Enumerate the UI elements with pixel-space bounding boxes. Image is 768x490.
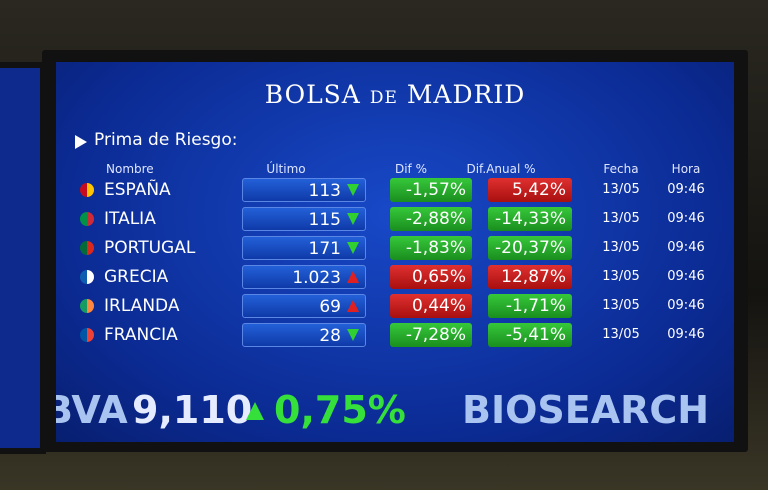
trend-arrow	[347, 271, 359, 283]
date: 13/05	[602, 269, 640, 284]
trend-arrow	[347, 184, 359, 196]
trend-arrow	[347, 213, 359, 225]
dif-value: 0,44%	[390, 294, 472, 318]
flag	[80, 183, 94, 197]
ticker-change: 0,75%	[274, 388, 406, 432]
ticker-right: BIOSEARCH	[462, 388, 710, 432]
title-word: DE	[369, 88, 398, 108]
annual-value: 5,42%	[488, 178, 572, 202]
title: BOLSA DE MADRID	[56, 80, 734, 109]
column-header: Dif.Anual %	[466, 162, 536, 176]
country-name: GRECIA	[104, 267, 169, 287]
annual-value: -20,37%	[488, 236, 572, 260]
annual-value: 12,87%	[488, 265, 572, 289]
date: 13/05	[602, 298, 640, 313]
flag	[80, 328, 94, 342]
time: 09:46	[667, 298, 705, 313]
last-value: 115	[242, 207, 366, 231]
dif-value: -1,83%	[390, 236, 472, 260]
time: 09:46	[667, 269, 705, 284]
trend-arrow	[347, 329, 359, 341]
screen: BOLSA DE MADRID Prima de Riesgo: Nombre Ú…	[56, 62, 734, 442]
column-header: Dif %	[394, 162, 427, 176]
last-value: 171	[242, 236, 366, 260]
trend-arrow	[347, 300, 359, 312]
title-word: MADRID	[406, 80, 526, 109]
section-title: Prima de Riesgo:	[94, 130, 238, 150]
column-header: Hora	[671, 162, 701, 176]
dif-value: -1,57%	[390, 178, 472, 202]
last-value: 69	[242, 294, 366, 318]
date: 13/05	[602, 182, 640, 197]
flag	[80, 212, 94, 226]
time: 09:46	[667, 240, 705, 255]
time: 09:46	[667, 327, 705, 342]
flag	[80, 270, 94, 284]
country-name: ITALIA	[104, 209, 156, 229]
country-name: IRLANDA	[104, 296, 180, 316]
trend-arrow	[246, 402, 264, 420]
annual-value: -5,41%	[488, 323, 572, 347]
dif-value: -2,88%	[390, 207, 472, 231]
dif-value: 0,65%	[390, 265, 472, 289]
last-value: 1.023	[242, 265, 366, 289]
country-name: FRANCIA	[104, 325, 178, 345]
ticker-value: 9,110	[132, 388, 253, 432]
annual-value: -14,33%	[488, 207, 572, 231]
section-arrow	[75, 135, 87, 149]
trend-arrow	[347, 242, 359, 254]
time: 09:46	[667, 211, 705, 226]
country-name: PORTUGAL	[104, 238, 196, 258]
flag	[80, 299, 94, 313]
flag	[80, 241, 94, 255]
date: 13/05	[602, 327, 640, 342]
title-word: BOLSA	[264, 80, 361, 109]
last-value: 28	[242, 323, 366, 347]
column-header: Fecha	[603, 162, 639, 176]
ticker-left: BVA	[56, 388, 128, 432]
dif-value: -7,28%	[390, 323, 472, 347]
adjacent-screen	[0, 62, 46, 454]
date: 13/05	[602, 211, 640, 226]
time: 09:46	[667, 182, 705, 197]
country-name: ESPAÑA	[104, 180, 171, 200]
date: 13/05	[602, 240, 640, 255]
column-header: Nombre	[106, 162, 154, 176]
annual-value: -1,71%	[488, 294, 572, 318]
last-value: 113	[242, 178, 366, 202]
column-header: Último	[266, 162, 306, 176]
